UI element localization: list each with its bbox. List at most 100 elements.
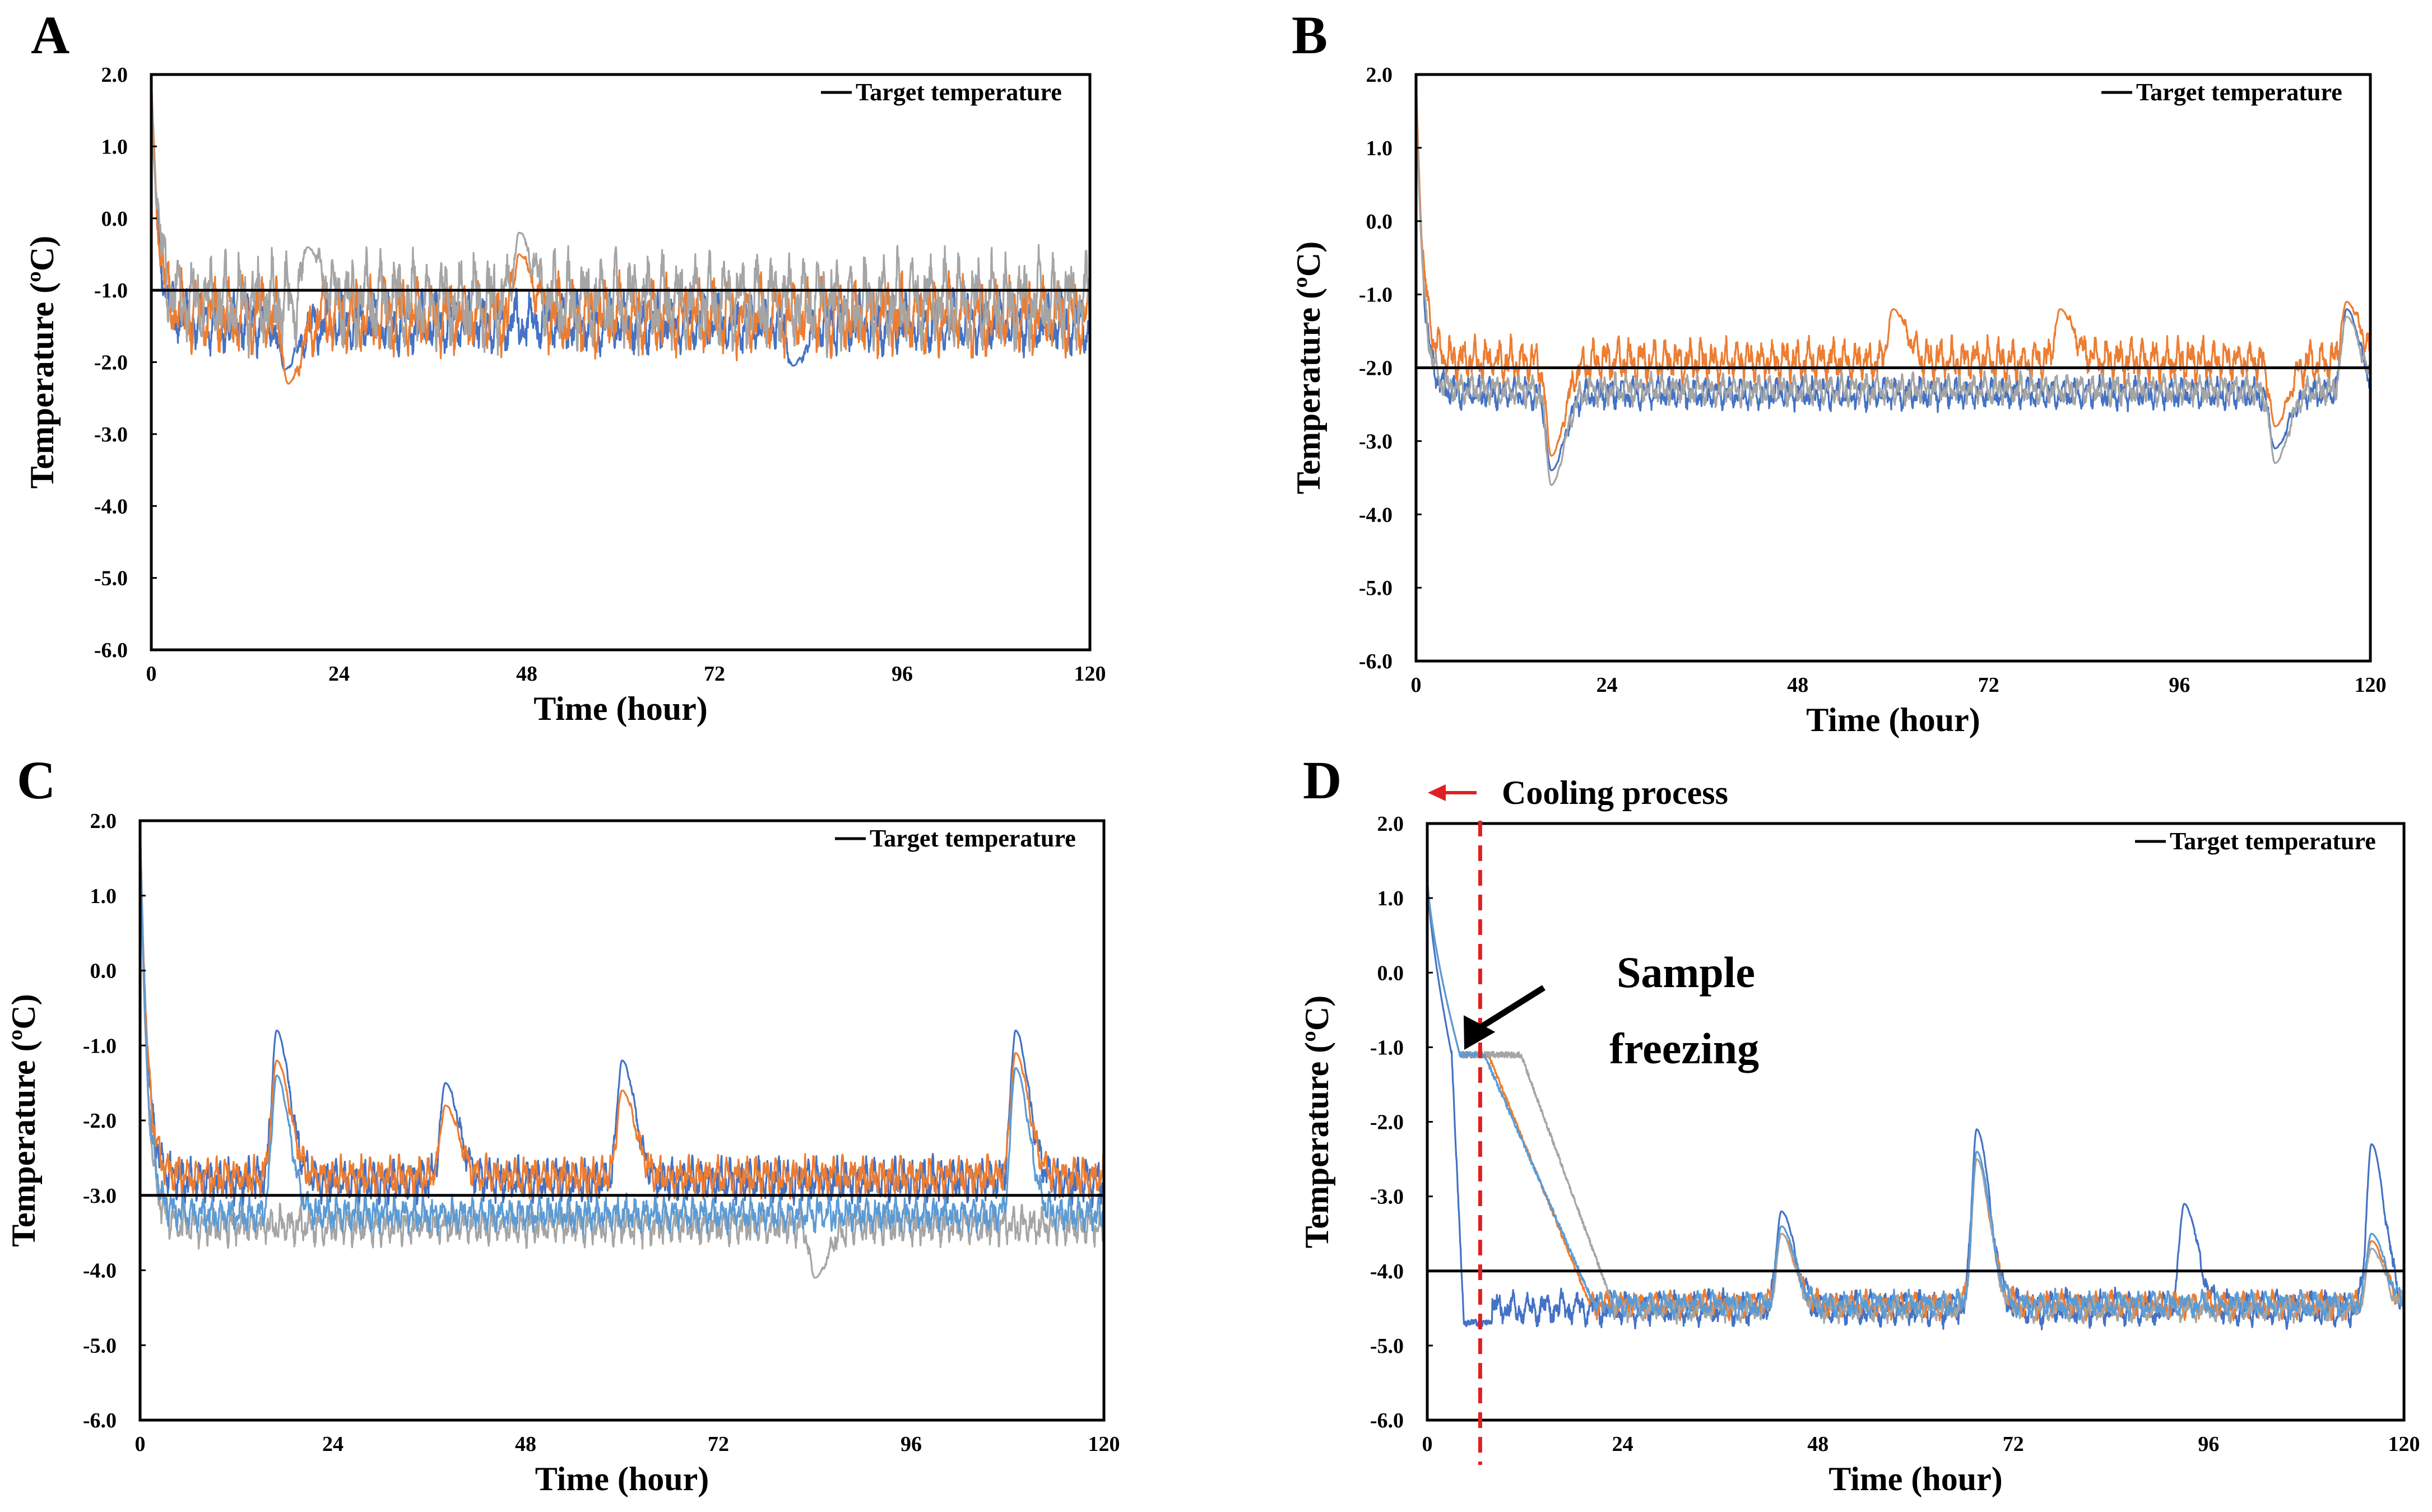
sample-freezing-label-line2: freezing	[1609, 1024, 1759, 1073]
series-line-3	[151, 81, 1090, 359]
y-tick-label: -3.0	[1359, 430, 1393, 453]
y-tick-label: 2.0	[1377, 812, 1404, 836]
legend-label: Target temperature	[870, 825, 1076, 852]
x-axis-title: Time (hour)	[1806, 701, 1980, 738]
series-line-1	[140, 821, 1104, 1208]
y-axis-title: Temperature (ºC)	[5, 994, 42, 1246]
y-tick-label: -5.0	[83, 1334, 117, 1357]
series-line-2	[1427, 876, 2404, 1322]
x-tick-label: 48	[1807, 1432, 1828, 1456]
y-tick-label: 2.0	[90, 809, 117, 833]
y-tick-label: -1.0	[1359, 283, 1393, 307]
y-tick-label: 1.0	[101, 135, 128, 159]
y-tick-label: -4.0	[1359, 503, 1393, 527]
x-axis-title: Time (hour)	[535, 1460, 709, 1497]
x-tick-label: 24	[1596, 673, 1618, 697]
panel-label: D	[1303, 750, 1342, 810]
y-tick-label: -5.0	[1359, 576, 1393, 600]
cooling-arrowhead-icon	[1428, 784, 1446, 801]
x-axis-title: Time (hour)	[1828, 1460, 2003, 1497]
x-tick-label: 120	[2355, 673, 2387, 697]
x-tick-label: 24	[328, 662, 350, 686]
y-tick-label: -5.0	[94, 567, 128, 590]
series-group	[140, 821, 1104, 1279]
y-tick-label: 2.0	[101, 63, 128, 87]
y-tick-label: -2.0	[1359, 357, 1393, 380]
cooling-process-label: Cooling process	[1502, 774, 1728, 811]
y-tick-label: -4.0	[1370, 1260, 1404, 1283]
series-group	[1427, 876, 2404, 1330]
y-tick-label: -2.0	[83, 1109, 117, 1133]
sample-freezing-label-line1: Sample	[1617, 948, 1755, 997]
panel-a: A 2.0 1.0 0.0 -1.0 -2.0 -3.0 -4.0 -5.0 -6.0 0 24 48 7…	[24, 5, 1106, 727]
series-group	[1416, 75, 2370, 486]
y-tick-label: -3.0	[94, 423, 128, 446]
y-tick-label: -2.0	[1370, 1111, 1404, 1134]
y-tick-label: -1.0	[83, 1034, 117, 1058]
y-tick-label: 1.0	[1366, 137, 1393, 160]
x-tick-label: 96	[892, 662, 913, 686]
x-axis-title: Time (hour)	[533, 690, 708, 727]
y-axis-title: Temperature (ºC)	[1290, 241, 1327, 494]
x-tick-label: 72	[1978, 673, 1999, 697]
y-tick-label: -5.0	[1370, 1334, 1404, 1358]
x-tick-label: 24	[322, 1432, 344, 1456]
y-tick-label: 1.0	[90, 885, 117, 908]
y-tick-label: 0.0	[101, 207, 128, 231]
x-tick-label: 96	[2198, 1432, 2219, 1456]
series-line-3	[140, 828, 1104, 1279]
x-tick-label: 96	[2169, 673, 2190, 697]
y-tick-label: -1.0	[94, 279, 128, 303]
y-axis-title: Temperature (ºC)	[24, 236, 61, 489]
freezing-arrowhead-icon	[1464, 1015, 1496, 1050]
y-tick-label: -3.0	[83, 1184, 117, 1208]
y-tick-label: 1.0	[1377, 887, 1404, 910]
series-line-4	[1427, 876, 2404, 1322]
y-tick-label: 0.0	[90, 960, 117, 983]
y-tick-label: -6.0	[1370, 1409, 1404, 1432]
x-tick-label: 72	[704, 662, 725, 686]
panel-d: D 2.0 1.0 0.0 -1.0 -2.0 -3.0 -4.0 -5.0 -6.0 0 24 48 7…	[1298, 750, 2420, 1497]
legend-label: Target temperature	[2170, 827, 2376, 855]
panel-c: C 2.0 1.0 0.0 -1.0 -2.0 -3.0 -4.0 -5.0 -6.0 0 24 48 7…	[5, 750, 1120, 1497]
legend-label: Target temperature	[2136, 78, 2342, 106]
y-tick-label: -6.0	[83, 1409, 117, 1432]
x-tick-label: 120	[1074, 662, 1106, 686]
x-tick-label: 48	[1787, 673, 1808, 697]
series-line-2	[140, 821, 1104, 1201]
legend-label: Target temperature	[856, 78, 1062, 106]
y-tick-label: 0.0	[1366, 210, 1393, 234]
series-group	[151, 75, 1090, 385]
x-tick-label: 72	[708, 1432, 729, 1456]
y-axis-title: Temperature (ºC)	[1298, 995, 1335, 1248]
x-tick-label: 0	[1411, 673, 1422, 697]
y-tick-label: 0.0	[1377, 961, 1404, 985]
series-line-3	[1416, 82, 2370, 486]
series-line-3	[1427, 876, 2404, 1325]
y-tick-label: -1.0	[1370, 1036, 1404, 1059]
y-tick-label: -6.0	[94, 639, 128, 662]
series-line-1	[1416, 75, 2370, 472]
y-tick-label: 2.0	[1366, 63, 1393, 87]
panel-label: C	[17, 750, 55, 810]
panel-label: B	[1292, 5, 1328, 65]
x-tick-label: 48	[515, 1432, 536, 1456]
x-tick-label: 0	[1422, 1432, 1433, 1456]
x-tick-label: 120	[2388, 1432, 2420, 1456]
y-tick-label: -2.0	[94, 351, 128, 375]
x-tick-label: 96	[901, 1432, 922, 1456]
plot-frame	[138, 819, 1106, 1422]
series-line-2	[1416, 75, 2370, 457]
freezing-arrow-icon	[1478, 985, 1545, 1031]
panel-label: A	[31, 5, 69, 65]
y-tick-label: -4.0	[94, 495, 128, 518]
y-tick-label: -4.0	[83, 1259, 117, 1283]
x-tick-label: 72	[2003, 1432, 2024, 1456]
x-tick-label: 0	[135, 1432, 146, 1456]
x-tick-label: 120	[1088, 1432, 1120, 1456]
panel-b: B 2.0 1.0 0.0 -1.0 -2.0 -3.0 -4.0 -5.0 -6.0 0 24 48 7…	[1290, 5, 2387, 738]
x-tick-label: 48	[516, 662, 537, 686]
plot-frame	[1426, 822, 2406, 1422]
x-tick-label: 24	[1612, 1432, 1633, 1456]
